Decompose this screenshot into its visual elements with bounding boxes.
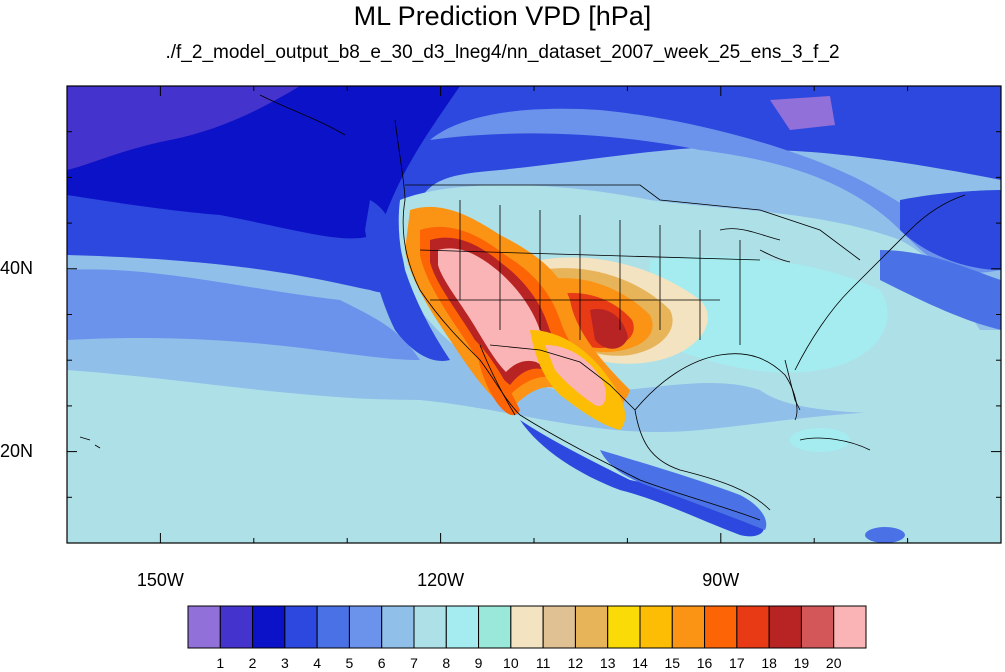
colorbar-swatch (219, 605, 254, 649)
y-tick-label: 20N (0, 440, 34, 461)
field-hawaii-pool (80, 380, 240, 460)
field-pacific-mid (67, 269, 420, 360)
axis-ticks (66, 85, 1002, 544)
field-california-coast (365, 200, 450, 361)
colorbar-label: 19 (793, 655, 810, 671)
colorbar-swatch (768, 605, 802, 649)
field-baja-warm (475, 340, 520, 416)
colorbar-swatch (510, 605, 544, 649)
baja-peninsula (479, 344, 516, 416)
colorbar-label: 14 (632, 655, 648, 671)
colorbar-label: 9 (474, 655, 483, 671)
field-texas-dark (590, 309, 628, 349)
chart-subtitle: ./f_2_model_output_b8_e_30_d3_lneg4/nn_d… (165, 42, 840, 63)
x-tick-label: 120W (417, 570, 465, 590)
colorbar-swatch (445, 605, 480, 649)
colorbar-swatch (800, 605, 835, 649)
x-tick-label: 90W (702, 570, 740, 590)
vpd-field (67, 86, 1001, 543)
colorbar-label: 17 (729, 655, 745, 671)
colorbar-label: 1 (216, 655, 225, 671)
hawaii-islands (79, 436, 101, 449)
mexico-gulf-coast (634, 409, 771, 511)
colorbar-swatch (252, 605, 286, 649)
colorbar-label: 8 (442, 655, 451, 671)
map-outlines (79, 94, 966, 521)
field-subtropic-light (67, 438, 1001, 543)
us-canada-border (405, 184, 861, 261)
state-lines-west (459, 200, 581, 340)
us-mexico-border (489, 344, 636, 411)
colorbar-swatch (736, 605, 770, 649)
x-tick-label: 150W (136, 570, 184, 590)
field-east-us (650, 256, 888, 373)
colorbar-label: 7 (410, 655, 418, 671)
colorbar-label: 2 (248, 655, 257, 671)
colorbar-label: 11 (535, 655, 551, 671)
colorbar-label: 13 (599, 655, 616, 671)
field-hudson-purple (770, 96, 835, 130)
colorbar-swatch (316, 605, 350, 649)
colorbar-label: 18 (761, 655, 777, 671)
colorbar-swatch (574, 605, 609, 649)
colorbar-swatch (833, 605, 867, 649)
colorbar-swatch (542, 605, 576, 649)
cuba (799, 437, 871, 451)
colorbar-label: 4 (313, 655, 322, 671)
florida (784, 359, 801, 411)
field-mexico-pink (545, 345, 606, 406)
colorbar-label: 6 (377, 655, 386, 671)
colorbar-swatch (381, 605, 415, 649)
field-central-america (600, 450, 767, 530)
field-mexico-coast (520, 420, 764, 537)
colorbar-swatch (671, 605, 706, 649)
colorbar-label: 15 (664, 655, 681, 671)
great-lakes (719, 228, 791, 263)
chart-title: ML Prediction VPD [hPa] (353, 1, 652, 31)
mexico-pacific-coast (519, 414, 761, 521)
colorbar-swatch (607, 605, 641, 649)
gulf-coast (634, 353, 798, 421)
field-caribbean-spot (790, 428, 850, 452)
colorbar-swatch (187, 605, 221, 649)
east-coast (794, 194, 966, 371)
colorbar-swatch (348, 605, 383, 649)
colorbar-swatch (478, 605, 512, 649)
colorbar-label: 16 (696, 655, 713, 671)
alaska-coast (259, 94, 346, 136)
north-america-west-coast (394, 119, 521, 416)
colorbar-label: 10 (503, 655, 519, 671)
colorbar-swatch (413, 605, 447, 649)
colorbar-swatch (639, 605, 673, 649)
colorbar (187, 605, 867, 649)
colorbar-label: 3 (280, 655, 289, 671)
field-atlantic-mid (880, 250, 1001, 330)
colorbar-swatch (284, 605, 318, 649)
colorbar-label: 5 (345, 655, 354, 671)
state-lines-central (619, 220, 741, 345)
field-alaska-purple (67, 86, 300, 170)
field-atlantic-north (900, 190, 1001, 270)
field-panama-spot (865, 527, 905, 543)
colorbar-swatch (704, 605, 738, 649)
colorbar-label: 12 (567, 655, 584, 671)
state-lines-horizontal (419, 249, 761, 301)
y-tick-label: 40N (0, 257, 34, 278)
colorbar-label: 20 (825, 655, 842, 671)
